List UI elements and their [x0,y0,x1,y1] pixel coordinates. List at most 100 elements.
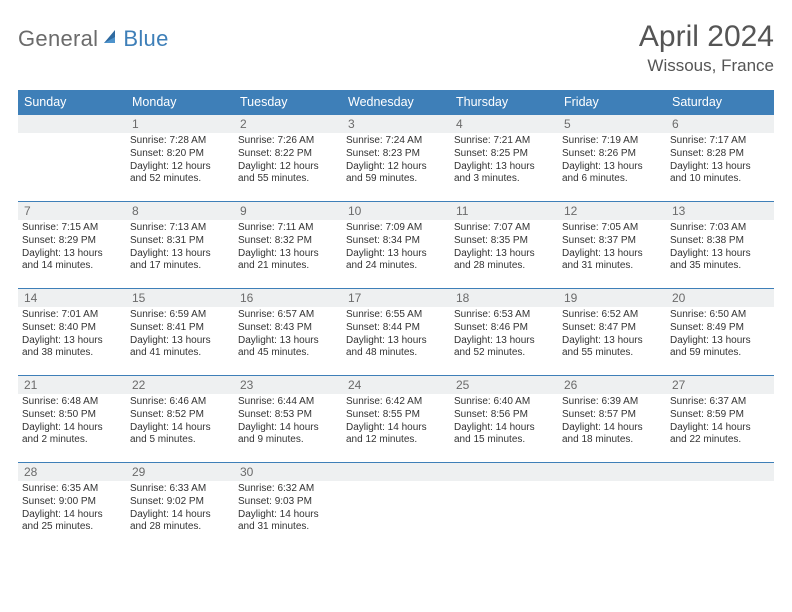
day-number [558,463,666,481]
calendar-cell: 19Sunrise: 6:52 AMSunset: 8:47 PMDayligh… [558,289,666,376]
day-details: Sunrise: 7:09 AMSunset: 8:34 PMDaylight:… [342,220,450,275]
calendar-row: 14Sunrise: 7:01 AMSunset: 8:40 PMDayligh… [18,289,774,376]
day-number: 21 [18,376,126,394]
calendar-cell: 26Sunrise: 6:39 AMSunset: 8:57 PMDayligh… [558,376,666,463]
day-number: 27 [666,376,774,394]
day-details: Sunrise: 7:11 AMSunset: 8:32 PMDaylight:… [234,220,342,275]
calendar-cell: 13Sunrise: 7:03 AMSunset: 8:38 PMDayligh… [666,202,774,289]
weekday-header: Friday [558,90,666,115]
calendar-body: 1Sunrise: 7:28 AMSunset: 8:20 PMDaylight… [18,115,774,550]
day-details: Sunrise: 7:17 AMSunset: 8:28 PMDaylight:… [666,133,774,188]
day-details: Sunrise: 6:46 AMSunset: 8:52 PMDaylight:… [126,394,234,449]
calendar-cell: 10Sunrise: 7:09 AMSunset: 8:34 PMDayligh… [342,202,450,289]
day-details: Sunrise: 7:28 AMSunset: 8:20 PMDaylight:… [126,133,234,188]
calendar-cell: 11Sunrise: 7:07 AMSunset: 8:35 PMDayligh… [450,202,558,289]
day-details [450,481,558,485]
day-details: Sunrise: 6:39 AMSunset: 8:57 PMDaylight:… [558,394,666,449]
day-number [450,463,558,481]
day-number: 29 [126,463,234,481]
calendar-row: 7Sunrise: 7:15 AMSunset: 8:29 PMDaylight… [18,202,774,289]
calendar-cell: 12Sunrise: 7:05 AMSunset: 8:37 PMDayligh… [558,202,666,289]
day-number: 25 [450,376,558,394]
calendar-cell [558,463,666,550]
month-title: April 2024 [639,20,774,54]
day-number: 7 [18,202,126,220]
calendar-cell: 4Sunrise: 7:21 AMSunset: 8:25 PMDaylight… [450,115,558,202]
brand-logo: General Blue [18,26,169,52]
calendar-cell: 27Sunrise: 6:37 AMSunset: 8:59 PMDayligh… [666,376,774,463]
day-number: 18 [450,289,558,307]
logo-text-general: General [18,26,98,52]
calendar-cell: 24Sunrise: 6:42 AMSunset: 8:55 PMDayligh… [342,376,450,463]
day-details: Sunrise: 7:24 AMSunset: 8:23 PMDaylight:… [342,133,450,188]
day-number: 16 [234,289,342,307]
day-number: 19 [558,289,666,307]
calendar-row: 21Sunrise: 6:48 AMSunset: 8:50 PMDayligh… [18,376,774,463]
calendar-cell: 9Sunrise: 7:11 AMSunset: 8:32 PMDaylight… [234,202,342,289]
day-details: Sunrise: 6:53 AMSunset: 8:46 PMDaylight:… [450,307,558,362]
calendar-cell: 16Sunrise: 6:57 AMSunset: 8:43 PMDayligh… [234,289,342,376]
calendar-cell: 30Sunrise: 6:32 AMSunset: 9:03 PMDayligh… [234,463,342,550]
day-number: 2 [234,115,342,133]
day-details: Sunrise: 6:50 AMSunset: 8:49 PMDaylight:… [666,307,774,362]
title-block: April 2024 Wissous, France [639,20,774,76]
calendar-cell: 5Sunrise: 7:19 AMSunset: 8:26 PMDaylight… [558,115,666,202]
day-number: 13 [666,202,774,220]
calendar-cell: 8Sunrise: 7:13 AMSunset: 8:31 PMDaylight… [126,202,234,289]
day-details: Sunrise: 6:48 AMSunset: 8:50 PMDaylight:… [18,394,126,449]
day-number [18,115,126,133]
day-details: Sunrise: 7:03 AMSunset: 8:38 PMDaylight:… [666,220,774,275]
calendar-cell: 23Sunrise: 6:44 AMSunset: 8:53 PMDayligh… [234,376,342,463]
day-details [18,133,126,137]
weekday-header: Saturday [666,90,774,115]
day-details: Sunrise: 7:05 AMSunset: 8:37 PMDaylight:… [558,220,666,275]
day-details: Sunrise: 6:35 AMSunset: 9:00 PMDaylight:… [18,481,126,536]
day-details: Sunrise: 7:26 AMSunset: 8:22 PMDaylight:… [234,133,342,188]
day-details: Sunrise: 6:42 AMSunset: 8:55 PMDaylight:… [342,394,450,449]
location-label: Wissous, France [639,56,774,76]
calendar-cell: 2Sunrise: 7:26 AMSunset: 8:22 PMDaylight… [234,115,342,202]
calendar-cell: 15Sunrise: 6:59 AMSunset: 8:41 PMDayligh… [126,289,234,376]
day-number: 26 [558,376,666,394]
day-details: Sunrise: 7:07 AMSunset: 8:35 PMDaylight:… [450,220,558,275]
day-details: Sunrise: 7:21 AMSunset: 8:25 PMDaylight:… [450,133,558,188]
calendar-cell: 14Sunrise: 7:01 AMSunset: 8:40 PMDayligh… [18,289,126,376]
calendar-cell: 17Sunrise: 6:55 AMSunset: 8:44 PMDayligh… [342,289,450,376]
day-number: 8 [126,202,234,220]
calendar-cell: 6Sunrise: 7:17 AMSunset: 8:28 PMDaylight… [666,115,774,202]
day-details: Sunrise: 6:32 AMSunset: 9:03 PMDaylight:… [234,481,342,536]
day-number: 28 [18,463,126,481]
day-details: Sunrise: 6:57 AMSunset: 8:43 PMDaylight:… [234,307,342,362]
calendar-cell [450,463,558,550]
sail-icon [101,28,119,51]
day-details: Sunrise: 6:55 AMSunset: 8:44 PMDaylight:… [342,307,450,362]
calendar-cell: 28Sunrise: 6:35 AMSunset: 9:00 PMDayligh… [18,463,126,550]
calendar-cell: 22Sunrise: 6:46 AMSunset: 8:52 PMDayligh… [126,376,234,463]
calendar-cell: 25Sunrise: 6:40 AMSunset: 8:56 PMDayligh… [450,376,558,463]
day-number: 6 [666,115,774,133]
day-details: Sunrise: 6:44 AMSunset: 8:53 PMDaylight:… [234,394,342,449]
day-details: Sunrise: 6:37 AMSunset: 8:59 PMDaylight:… [666,394,774,449]
day-number: 12 [558,202,666,220]
calendar-cell: 3Sunrise: 7:24 AMSunset: 8:23 PMDaylight… [342,115,450,202]
calendar-cell: 21Sunrise: 6:48 AMSunset: 8:50 PMDayligh… [18,376,126,463]
day-details: Sunrise: 7:15 AMSunset: 8:29 PMDaylight:… [18,220,126,275]
calendar-row: 1Sunrise: 7:28 AMSunset: 8:20 PMDaylight… [18,115,774,202]
day-number: 14 [18,289,126,307]
weekday-header: Thursday [450,90,558,115]
day-details [342,481,450,485]
calendar-cell [342,463,450,550]
day-number: 22 [126,376,234,394]
calendar-table: SundayMondayTuesdayWednesdayThursdayFrid… [18,90,774,549]
day-number: 4 [450,115,558,133]
day-number [342,463,450,481]
page-header: General Blue April 2024 Wissous, France [18,20,774,76]
weekday-header: Sunday [18,90,126,115]
day-number: 20 [666,289,774,307]
day-number: 11 [450,202,558,220]
calendar-cell: 7Sunrise: 7:15 AMSunset: 8:29 PMDaylight… [18,202,126,289]
calendar-row: 28Sunrise: 6:35 AMSunset: 9:00 PMDayligh… [18,463,774,550]
day-number: 9 [234,202,342,220]
day-number: 10 [342,202,450,220]
day-details: Sunrise: 6:40 AMSunset: 8:56 PMDaylight:… [450,394,558,449]
